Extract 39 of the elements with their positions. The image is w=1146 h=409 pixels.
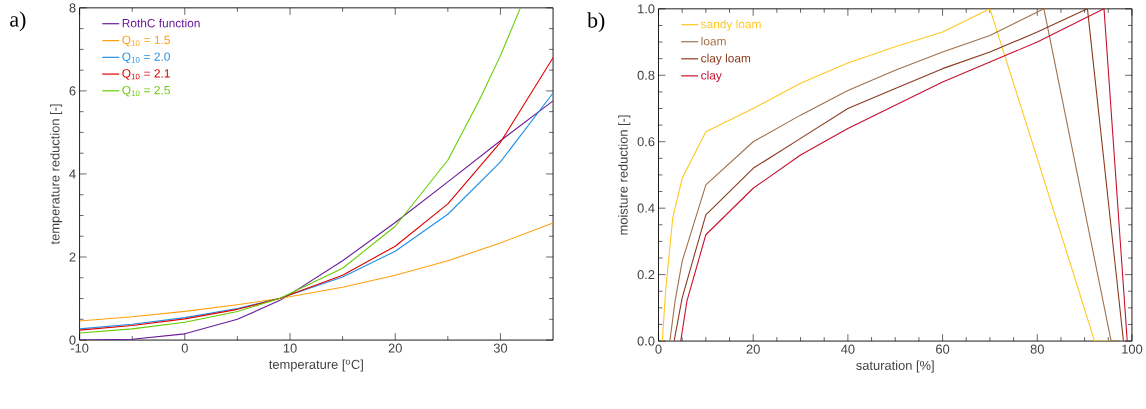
x-tick-label: 0 (181, 343, 188, 353)
x-tick-label: 80 (1030, 344, 1044, 354)
y-tick-label: 6 (69, 86, 76, 96)
x-tick-label: -10 (70, 343, 89, 353)
text: a) (10, 11, 26, 32)
y-axis-title: temperature reduction [-] (50, 104, 63, 245)
y-tick-label: 0.6 (637, 137, 655, 147)
text: b) (587, 12, 605, 33)
x-tick-label: 10 (283, 343, 297, 353)
y-tick-label: 0 (69, 335, 76, 345)
x-tick-label: 0 (655, 344, 662, 354)
legend-label: Q$_{10}$ = 1.5 (122, 35, 170, 47)
y-tick-label: 0.2 (637, 270, 655, 280)
x-tick-label: 100 (1122, 344, 1143, 354)
y-tick-label: 2 (69, 252, 76, 262)
x-tick-label: 60 (936, 344, 950, 354)
legend-label: clay (701, 70, 722, 83)
y-tick-label: 0.4 (637, 203, 655, 213)
legend-label: clay loam (701, 53, 751, 65)
legend-label: sandy loam (701, 19, 761, 31)
x-tick-label: 20 (388, 343, 402, 353)
y-tick-label: 4 (69, 169, 76, 179)
x-tick-label: 30 (493, 343, 508, 353)
legend-label: Q$_{10}$ = 2.1 (122, 69, 170, 80)
y-tick-label: 0.0 (637, 336, 655, 346)
x-tick-label: 40 (841, 344, 855, 354)
legend-label: Q$_{10}$ = 2.5 (122, 86, 170, 97)
legend-label: RothC function (122, 18, 200, 28)
x-axis-title: saturation [%] (856, 360, 934, 373)
y-tick-label: 8 (69, 3, 76, 13)
line-series (79, 7, 521, 334)
y-tick-label: 0.8 (637, 70, 655, 80)
y-tick-label: 1.0 (638, 4, 655, 14)
legend-label: Q$_{10}$ = 2.0 (122, 52, 170, 64)
line-series (79, 222, 554, 322)
y-axis-title: moisture reduction [-] (618, 115, 631, 235)
x-axis-title: temperature [$^{o}$C] (269, 359, 363, 372)
x-tick-label: 20 (746, 344, 760, 354)
legend-label: loam (701, 36, 726, 46)
